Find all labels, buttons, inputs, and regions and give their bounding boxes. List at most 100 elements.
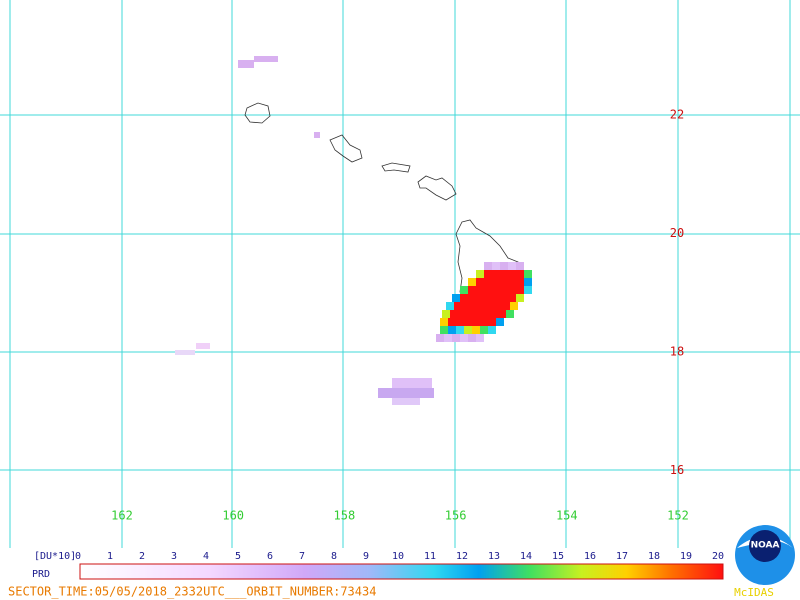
- plume-pixel: [452, 334, 460, 342]
- plume-pixel: [480, 318, 488, 326]
- plume-pixel: [440, 326, 448, 334]
- plume-pixel: [460, 294, 468, 302]
- plume-pixel: [476, 278, 484, 286]
- plume-pixel: [500, 286, 508, 294]
- plume-pixel: [496, 318, 504, 326]
- plume-pixel: [436, 334, 444, 342]
- plume-pixel: [498, 310, 506, 318]
- lat-label: 18: [670, 345, 684, 359]
- logo-inner: [749, 530, 781, 562]
- lat-label: 22: [670, 108, 684, 122]
- plume-pixel: [462, 302, 470, 310]
- plume-pixel: [440, 318, 448, 326]
- lon-label: 152: [667, 509, 689, 523]
- plume-pixel: [450, 310, 458, 318]
- plume-pixel: [456, 326, 464, 334]
- plume-pixel: [492, 294, 500, 302]
- colorbar-tick-label: 11: [424, 551, 436, 562]
- plume-pixel: [494, 302, 502, 310]
- colorbar-tick-label: 13: [488, 551, 500, 562]
- plume-pixel: [508, 286, 516, 294]
- colorbar-tick-label: 16: [584, 551, 596, 562]
- plume-pixel: [478, 302, 486, 310]
- plume-pixel: [524, 278, 532, 286]
- plume-pixel: [472, 318, 480, 326]
- colorbar-tick-label: 0: [75, 551, 81, 562]
- colorbar-tick-label: 2: [139, 551, 145, 562]
- plume-pixel: [516, 294, 524, 302]
- plume-pixel: [492, 270, 500, 278]
- plume-pixel: [524, 270, 532, 278]
- plume-pixel: [516, 270, 524, 278]
- plume-pixel: [454, 302, 462, 310]
- pixel: [314, 132, 320, 138]
- pixel: [378, 388, 434, 398]
- plume-pixel: [476, 270, 484, 278]
- plume-pixel: [492, 262, 500, 270]
- plume-pixel: [492, 286, 500, 294]
- plume: [436, 262, 532, 342]
- colorbar-tick-label: 6: [267, 551, 273, 562]
- lat-label: 20: [670, 226, 684, 240]
- plume-pixel: [506, 310, 514, 318]
- plume-pixel: [458, 310, 466, 318]
- colorbar-tick-label: 14: [520, 551, 532, 562]
- plume-pixel: [476, 294, 484, 302]
- logo-caption: McIDAS: [734, 586, 774, 599]
- faint-pixels: [175, 56, 434, 405]
- plume-pixel: [484, 270, 492, 278]
- pixel: [392, 378, 432, 388]
- plume-pixel: [502, 302, 510, 310]
- plume-pixel: [492, 278, 500, 286]
- plume-pixel: [510, 302, 518, 310]
- lon-label: 162: [111, 509, 133, 523]
- plume-pixel: [448, 318, 456, 326]
- plume-pixel: [464, 318, 472, 326]
- island: [244, 102, 271, 124]
- plume-pixel: [484, 262, 492, 270]
- lon-label: 156: [445, 509, 467, 523]
- plume-pixel: [444, 334, 452, 342]
- plume-pixel: [484, 294, 492, 302]
- colorbar-tick-label: 18: [648, 551, 660, 562]
- plume-pixel: [468, 334, 476, 342]
- plume-pixel: [516, 262, 524, 270]
- plume-pixel: [452, 294, 460, 302]
- plume-pixel: [490, 310, 498, 318]
- pixel: [238, 60, 254, 68]
- pixel: [254, 56, 278, 62]
- colorbar-tick-label: 7: [299, 551, 305, 562]
- plume-pixel: [456, 318, 464, 326]
- island: [381, 162, 411, 173]
- noaa-logo: NOAA McIDAS: [734, 525, 795, 599]
- plume-pixel: [500, 262, 508, 270]
- pixel: [175, 350, 195, 355]
- colorbar-label: PRD: [32, 569, 50, 580]
- plume-pixel: [476, 286, 484, 294]
- plume-pixel: [466, 310, 474, 318]
- colorbar-tick-label: 17: [616, 551, 628, 562]
- plume-pixel: [500, 294, 508, 302]
- plume-pixel: [488, 318, 496, 326]
- colorbar-unit: [DU*10]: [34, 551, 76, 562]
- colorbar-tick-label: 4: [203, 551, 209, 562]
- colorbar-ticks: 0 1 2 3 4 5 6 7 8 9 10 11 12 13 14 15 16 17 18 19 20: [75, 551, 724, 562]
- plume-pixel: [484, 278, 492, 286]
- colorbar-tick-label: 5: [235, 551, 241, 562]
- colorbar: [79, 563, 724, 580]
- plume-pixel: [482, 310, 490, 318]
- lon-label: 160: [222, 509, 244, 523]
- pixel: [392, 398, 420, 405]
- footer: SECTOR_TIME:05/05/2018_2332UTC___ORBIT_N…: [8, 585, 376, 599]
- plume-pixel: [488, 326, 496, 334]
- plume-pixel: [508, 294, 516, 302]
- plume-pixel: [480, 326, 488, 334]
- plume-pixel: [508, 270, 516, 278]
- lon-label: 154: [556, 509, 578, 523]
- plume-pixel: [464, 326, 472, 334]
- colorbar-tick-label: 19: [680, 551, 692, 562]
- plume-pixel: [442, 310, 450, 318]
- plume-pixel: [484, 286, 492, 294]
- plume-pixel: [476, 334, 484, 342]
